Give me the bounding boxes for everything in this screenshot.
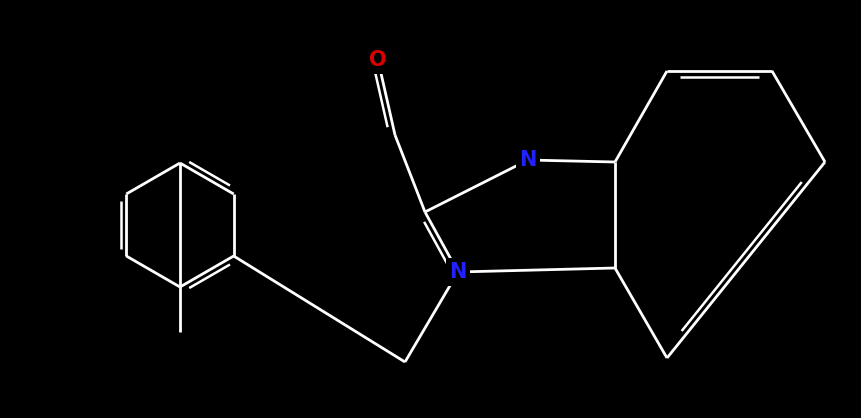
Text: N: N [519, 150, 536, 170]
Text: N: N [449, 262, 467, 282]
Text: O: O [369, 50, 387, 70]
